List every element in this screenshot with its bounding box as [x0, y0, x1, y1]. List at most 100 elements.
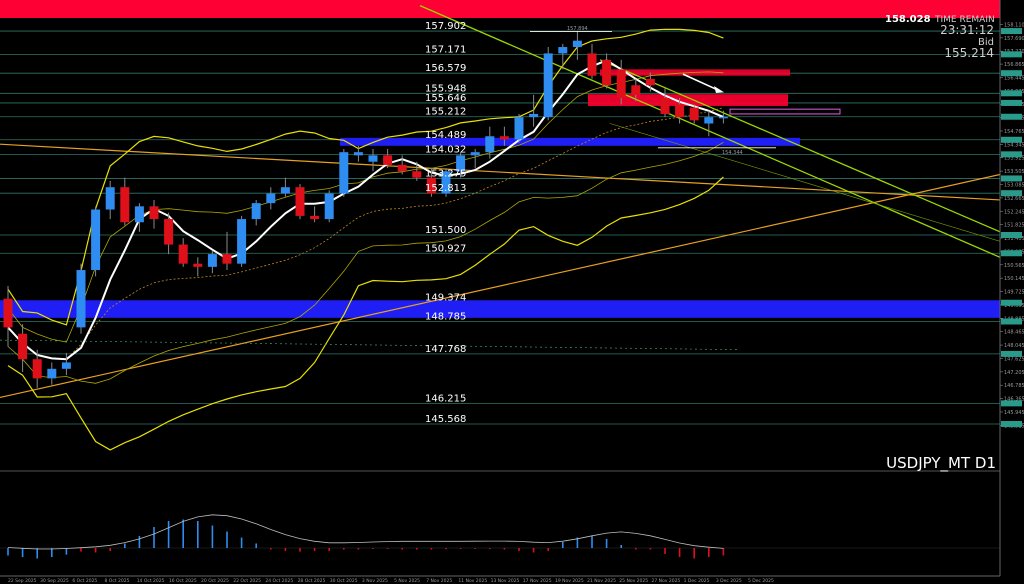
level-label: 146.215	[425, 393, 466, 404]
date-tick-label: 28 Oct 2025	[298, 578, 326, 584]
price-tick-label: 158.110	[1004, 22, 1024, 28]
level-label: 157.171	[425, 44, 466, 55]
candle-body	[514, 117, 524, 140]
price-tick-label: 146.365	[1004, 397, 1024, 403]
price-tag	[1001, 51, 1022, 58]
signal-line	[7, 514, 724, 550]
time-axis: 22 Sep 2025 30 Sep 2025 6 Oct 2025 8 Oct 20…	[8, 578, 774, 584]
candle-body	[32, 359, 42, 379]
candle-body	[149, 206, 159, 220]
candle-body	[543, 53, 553, 118]
candle-body	[178, 244, 188, 264]
annotations: 157.894 154.344	[530, 26, 776, 156]
date-tick-label: 1 Dec 2025	[684, 578, 710, 584]
date-tick-label: 30 Sep 2025	[40, 578, 69, 584]
price-tick-label: 153.925	[1004, 156, 1024, 162]
date-tick-label: 19 Nov 2025	[555, 578, 584, 584]
annotation-high: 157.894	[567, 26, 588, 32]
candle-body	[675, 104, 685, 118]
candle-body	[397, 164, 407, 172]
candle-body	[339, 152, 349, 194]
date-tick-label: 25 Nov 2025	[619, 578, 648, 584]
price-tick-label: 156.445	[1004, 75, 1024, 81]
annotation-low: 154.344	[722, 150, 743, 156]
support-zone-mid	[340, 137, 800, 146]
candle-body	[61, 362, 71, 369]
price-tick-label: 154.765	[1004, 129, 1024, 135]
bid-label: Bid	[978, 37, 994, 48]
price-tag	[1001, 113, 1022, 120]
date-tick-label: 17 Nov 2025	[523, 578, 552, 584]
price-tick-label: 150.565	[1004, 263, 1024, 269]
price-tag	[1001, 350, 1022, 357]
bollinger-lower	[7, 176, 724, 451]
level-label: 155.646	[425, 93, 466, 104]
bid-value: 155.214	[944, 46, 994, 60]
date-tick-label: 13 Nov 2025	[491, 578, 520, 584]
candle-body	[310, 215, 320, 220]
price-tick-label: 154.345	[1004, 142, 1024, 148]
date-tick-label: 21 Nov 2025	[587, 578, 616, 584]
trend-line-green	[609, 123, 1000, 242]
price-tick-label: 148.465	[1004, 330, 1024, 336]
candle-body	[193, 263, 203, 267]
candle-body	[368, 155, 378, 162]
candle-body	[3, 298, 13, 328]
level-label: 154.032	[425, 144, 466, 155]
resistance-zone	[588, 94, 788, 106]
candle-body	[383, 155, 393, 165]
candle-body	[572, 40, 582, 48]
level-label: 157.902	[425, 21, 466, 32]
price-tag	[1001, 420, 1022, 427]
price-tag	[1001, 190, 1022, 197]
candle-body	[295, 187, 305, 216]
candle-body	[485, 136, 495, 153]
candle-body	[91, 209, 101, 271]
candle-body	[660, 98, 670, 114]
candle-body	[704, 117, 714, 124]
date-tick-label: 16 Oct 2025	[169, 578, 197, 584]
level-label: 145.568	[425, 414, 466, 425]
price-tag	[1001, 28, 1022, 35]
price-tag	[1001, 318, 1022, 325]
bollinger-inner-lower	[7, 141, 724, 384]
date-tick-label: 6 Oct 2025	[72, 578, 97, 584]
candle-body	[120, 187, 130, 223]
candle-body	[558, 47, 568, 54]
bollinger-upper	[7, 28, 724, 326]
candle-body	[616, 69, 626, 99]
trend-line-green	[419, 5, 1000, 258]
candle-body	[456, 155, 466, 172]
level-label: 156.579	[425, 63, 466, 74]
symbol-label: USDJPY_MT D1	[886, 454, 996, 473]
level-label: 154.489	[425, 130, 466, 141]
level-label: 149.374	[425, 293, 466, 304]
level-label: 148.785	[425, 311, 466, 322]
price-tick-label: 147.625	[1004, 356, 1024, 362]
candle-body	[207, 254, 217, 267]
time-remain-value: 23:31:12	[940, 23, 994, 37]
candle-body	[134, 206, 144, 223]
price-tick-label: 157.690	[1004, 36, 1024, 42]
price-tick-label: 149.305	[1004, 303, 1024, 309]
price-tick-label: 145.945	[1004, 410, 1024, 416]
candle-body	[426, 177, 436, 194]
candle-body	[266, 193, 276, 204]
price-tag	[1001, 90, 1022, 97]
price-tick-label: 152.665	[1004, 196, 1024, 202]
level-label: 153.275	[425, 168, 466, 179]
level-label: 151.500	[425, 225, 466, 236]
time-remain-label: TIME REMAIN	[934, 15, 995, 25]
trend-line-green	[599, 59, 1000, 233]
date-tick-label: 20 Oct 2025	[201, 578, 229, 584]
level-label: 152.813	[425, 183, 466, 194]
price-tag	[1001, 299, 1022, 306]
price-tick-label: 153.085	[1004, 183, 1024, 189]
candle-body	[499, 136, 509, 140]
level-label: 155.212	[425, 107, 466, 118]
price-tick-label: 149.725	[1004, 290, 1024, 296]
